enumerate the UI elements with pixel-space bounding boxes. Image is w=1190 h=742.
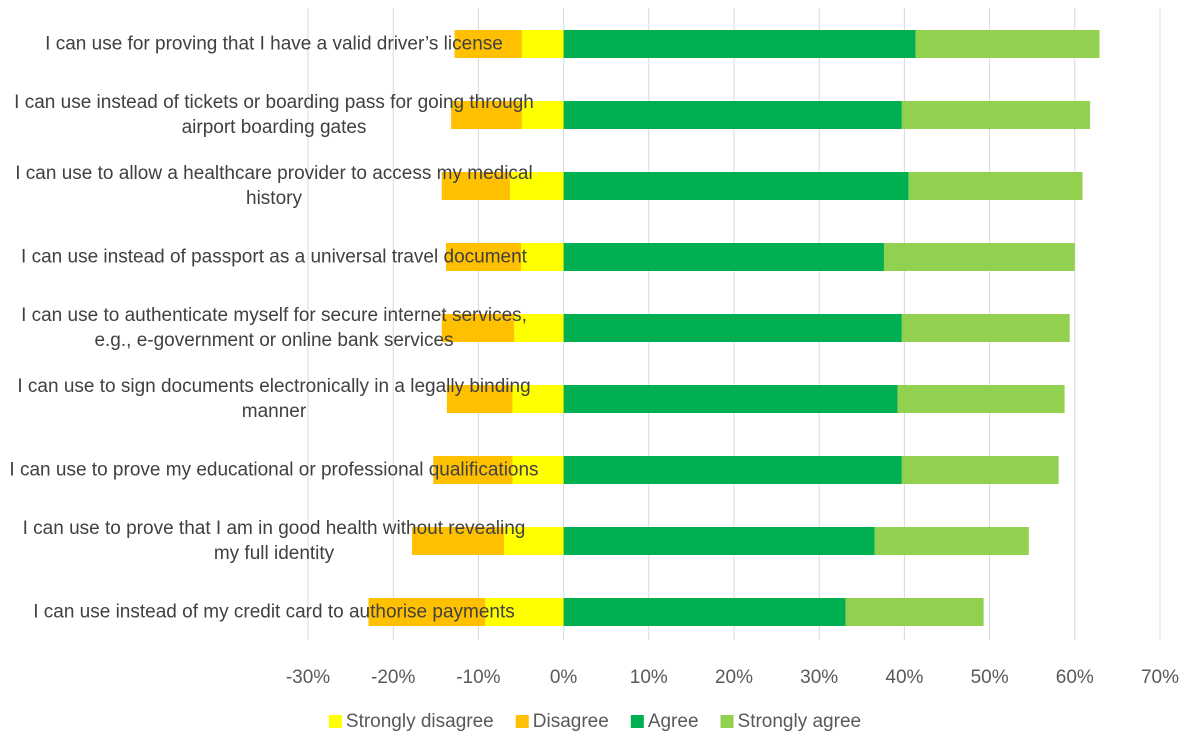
bar-segment xyxy=(908,172,1083,200)
legend-label: Strongly agree xyxy=(738,711,862,732)
bar-segment xyxy=(485,598,564,626)
bar-segment xyxy=(446,385,513,413)
bar-segment xyxy=(509,172,564,200)
x-tick-label: -30% xyxy=(286,667,330,688)
category-label: I can use instead of my credit card to a… xyxy=(33,601,515,623)
legend-swatch xyxy=(720,715,734,728)
bar-segment xyxy=(512,385,564,413)
bar-segment xyxy=(901,101,1091,129)
legend-label: Disagree xyxy=(533,711,609,732)
x-tick-label: 50% xyxy=(971,667,1009,688)
category-label: I can use to sign documents electronical… xyxy=(17,376,531,422)
bar-segment xyxy=(521,101,564,129)
x-tick-label: 60% xyxy=(1056,667,1094,688)
bar-segment xyxy=(368,598,486,626)
bar-segment xyxy=(514,314,564,342)
x-tick-label: 70% xyxy=(1141,667,1179,688)
category-label: I can use for proving that I have a vali… xyxy=(45,33,503,55)
x-tick-label: 20% xyxy=(715,667,753,688)
bar-segment xyxy=(563,456,902,484)
bar-segment xyxy=(512,456,564,484)
bar-segment xyxy=(433,456,513,484)
bar-segment xyxy=(874,527,1029,555)
bar-segment xyxy=(563,243,884,271)
bar-segment xyxy=(563,314,902,342)
category-label: I can use to allow a healthcare provider… xyxy=(15,163,533,209)
bar-segment xyxy=(521,243,564,271)
bar-segment xyxy=(901,314,1070,342)
x-tick-label: -10% xyxy=(456,667,500,688)
bar-segment xyxy=(563,598,846,626)
bar-segment xyxy=(441,314,515,342)
legend-label: Agree xyxy=(648,711,699,732)
legend-label: Strongly disagree xyxy=(346,711,494,732)
x-tick-label: -20% xyxy=(371,667,415,688)
legend-swatch xyxy=(630,715,644,728)
bar-segment xyxy=(883,243,1075,271)
x-tick-label: 40% xyxy=(885,667,923,688)
legend-swatch xyxy=(328,715,342,728)
category-label: I can use instead of tickets or boarding… xyxy=(14,92,534,138)
bar-segment xyxy=(503,527,564,555)
bar-segment xyxy=(897,385,1065,413)
category-label: I can use to authenticate myself for sec… xyxy=(21,305,527,351)
x-tick-label: 10% xyxy=(630,667,668,688)
bar-segment xyxy=(521,30,564,58)
bar-segment xyxy=(563,101,902,129)
x-tick-label: 0% xyxy=(550,667,578,688)
category-label: I can use to prove my educational or pro… xyxy=(9,459,539,481)
bar-segment xyxy=(563,172,909,200)
bar-segment xyxy=(563,527,875,555)
legend-swatch xyxy=(515,715,529,728)
bar-segment xyxy=(451,101,522,129)
x-tick-label: 30% xyxy=(800,667,838,688)
bar-segment xyxy=(915,30,1100,58)
bar-segment xyxy=(441,172,510,200)
category-label: I can use to prove that I am in good hea… xyxy=(22,518,526,564)
bar-segment xyxy=(563,30,916,58)
bar-segment xyxy=(411,527,504,555)
bar-segment xyxy=(845,598,984,626)
bar-segment xyxy=(901,456,1059,484)
bar-segment xyxy=(446,243,521,271)
category-label: I can use instead of passport as a unive… xyxy=(21,246,527,268)
bar-segment xyxy=(563,385,898,413)
bar-segment xyxy=(454,30,522,58)
